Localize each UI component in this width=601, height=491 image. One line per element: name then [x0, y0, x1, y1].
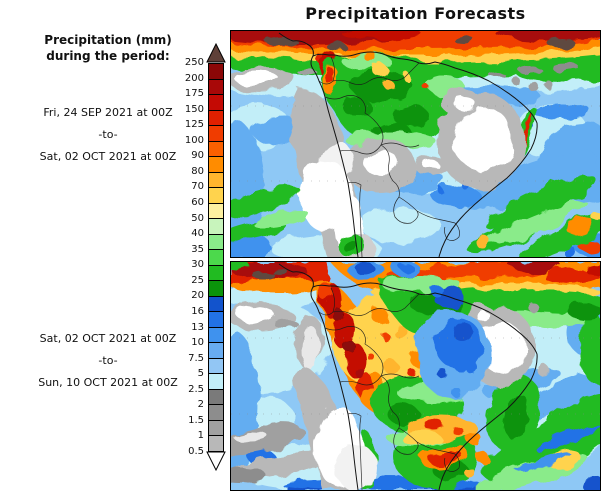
colorbar-bottom-arrow-icon [206, 451, 226, 471]
period-2-start: Sat, 02 OCT 2021 at 00Z [39, 332, 177, 345]
colorbar-tick-label: 70 [191, 181, 204, 193]
colorbar-segment [209, 264, 223, 281]
colorbar-tick-label: 1.5 [188, 414, 204, 426]
colorbar-tick-label: 50 [191, 212, 204, 224]
colorbar-tick-label: 1 [197, 430, 204, 442]
colorbar-segment [209, 125, 223, 141]
colorbar-tick-label: 0.5 [188, 446, 204, 457]
colorbar-tick-label: 30 [191, 259, 204, 271]
colorbar-segment [209, 280, 223, 296]
period-2-separator: -to- [98, 354, 118, 367]
colorbar-segment [209, 202, 223, 219]
colorbar-tick-label: 40 [191, 228, 204, 240]
precip-shading-panel1 [231, 31, 600, 257]
colorbar-tick-label: 20 [191, 290, 204, 302]
colorbar-tick-label: 10 [191, 337, 204, 349]
colorbar-tick-label: 125 [184, 119, 204, 131]
colorbar-segment [209, 187, 223, 203]
graticule [231, 337, 600, 415]
period-1-start: Fri, 24 SEP 2021 at 00Z [43, 106, 173, 119]
legend-heading-line1: Precipitation (mm) [44, 33, 172, 47]
map-forecast-period2 [231, 262, 600, 490]
coastline [278, 263, 538, 490]
colorbar-segment [209, 357, 223, 374]
colorbar-tick-label: 13 [191, 321, 204, 333]
legend-heading: Precipitation (mm) during the period: [12, 32, 204, 64]
period-2-end: Sun, 10 OCT 2021 at 00Z [38, 376, 178, 389]
colorbar-segment [209, 342, 223, 358]
colorbar-segment [209, 435, 223, 451]
page-title: Precipitation Forecasts [305, 4, 526, 23]
colorbar-segment [209, 419, 223, 436]
colorbar-tick-label: 2 [197, 399, 204, 411]
map-panel-2 [230, 261, 601, 491]
colorbar-top-arrow-icon [206, 43, 226, 63]
colorbar-tick-label: 150 [184, 103, 204, 115]
precip-shading-panel2 [231, 262, 600, 490]
graticule [231, 105, 600, 182]
colorbar-segment [209, 233, 223, 250]
period-2-block: Sat, 02 OCT 2021 at 00Z -to- Sun, 10 OCT… [8, 328, 208, 394]
colorbar-tick-label: 100 [184, 134, 204, 146]
colorbar-tick-label: 7.5 [188, 352, 204, 364]
colorbar-tick-label: 2.5 [188, 383, 204, 395]
colorbar-tick-label: 175 [184, 88, 204, 100]
colorbar-tick-label: 25 [191, 274, 204, 286]
period-1-end: Sat, 02 OCT 2021 at 00Z [39, 150, 177, 163]
colorbar [208, 63, 224, 452]
map-forecast-period1 [231, 31, 600, 257]
period-1-block: Fri, 24 SEP 2021 at 00Z -to- Sat, 02 OCT… [8, 102, 208, 168]
colorbar-segment [209, 404, 223, 420]
colorbar-tick-label: 5 [197, 368, 204, 380]
legend-heading-line2: during the period: [46, 49, 170, 63]
colorbar-segment [209, 78, 223, 95]
colorbar-tick-label: 80 [191, 165, 204, 177]
colorbar-tick-label: 16 [191, 305, 204, 317]
colorbar-tick-label: 200 [184, 72, 204, 84]
colorbar-tick-label: 60 [191, 197, 204, 209]
colorbar-tick-label: 250 [184, 57, 204, 68]
colorbar-segment [209, 171, 223, 188]
colorbar-segment [209, 140, 223, 157]
colorbar-segment [209, 388, 223, 405]
colorbar-segment [209, 64, 223, 79]
colorbar-segment [209, 249, 223, 265]
colorbar-segment [209, 156, 223, 172]
country-borders [318, 56, 460, 257]
colorbar-tick-label: 90 [191, 150, 204, 162]
colorbar-tick-label: 35 [191, 243, 204, 255]
colorbar-segment [209, 109, 223, 126]
colorbar-ticks: 250 200 175 150 125 100 90 80 70 60 50 40 35 30 25 20 16… [168, 57, 204, 457]
country-borders [318, 287, 460, 490]
colorbar-segment [209, 373, 223, 389]
colorbar-segment [209, 326, 223, 343]
colorbar-segment [209, 311, 223, 327]
period-1-separator: -to- [98, 128, 118, 141]
map-panel-1 [230, 30, 601, 258]
colorbar-segment [209, 295, 223, 312]
colorbar-segment [209, 218, 223, 234]
coastline [278, 32, 538, 257]
colorbar-segment [209, 94, 223, 110]
